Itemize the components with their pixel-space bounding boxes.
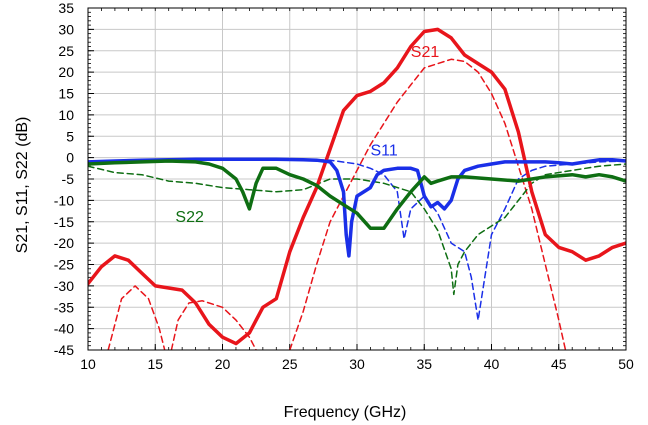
- y-tick-labels: 35 30 25 20 15 10 5 0 -5 -10 -15 -20 -25 -30 -35 -40 -45: [54, 0, 74, 358]
- x-tick-label: 10: [80, 356, 96, 372]
- plot-area: [88, 27, 626, 350]
- y-tick-label: 35: [58, 0, 74, 16]
- y-tick-label: -25: [54, 257, 74, 273]
- y-tick-label: -15: [54, 214, 74, 230]
- y-tick-label: 0: [66, 150, 74, 166]
- y-tick-label: 30: [58, 21, 74, 37]
- series-line-s21-dashed: [170, 300, 257, 350]
- x-tick-label: 40: [484, 356, 500, 372]
- series-label-s11: S11: [370, 142, 397, 159]
- series-label-s21: S21: [411, 44, 440, 61]
- x-tick-label: 35: [416, 356, 432, 372]
- series-line-s22-dashed: [88, 163, 626, 296]
- y-axis-label: S21, S11, S22 (dB): [14, 117, 31, 254]
- series-line-s21-dashed: [107, 285, 166, 350]
- y-tick-label: 15: [58, 86, 74, 102]
- x-tick-label: 20: [215, 356, 231, 372]
- plot-frame: [87, 7, 627, 351]
- y-tick-label: 10: [58, 107, 74, 123]
- series-line-s21: [88, 27, 626, 346]
- series-line-s22: [88, 159, 626, 230]
- x-tick-label: 50: [618, 356, 634, 372]
- y-tick-label: 25: [58, 43, 74, 59]
- y-tick-label: -45: [54, 342, 74, 358]
- y-tick-label: 20: [58, 64, 74, 80]
- series-labels: S21 S11 S22: [175, 44, 439, 226]
- y-tick-label: -5: [62, 171, 75, 187]
- y-tick-label: 5: [66, 128, 74, 144]
- x-tick-label: 25: [282, 356, 298, 372]
- x-tick-label: 15: [147, 356, 163, 372]
- y-tick-label: -20: [54, 235, 74, 251]
- series-label-s22: S22: [175, 209, 204, 226]
- series-line-s11: [88, 157, 626, 258]
- y-tick-label: -30: [54, 278, 74, 294]
- y-tick-label: -40: [54, 321, 74, 337]
- x-axis-label: Frequency (GHz): [284, 404, 407, 421]
- x-tick-label: 45: [551, 356, 567, 372]
- y-tick-label: -35: [54, 299, 74, 315]
- y-tick-label: -10: [54, 192, 74, 208]
- series-line-s21-dashed: [289, 58, 567, 350]
- x-tick-labels: 10 15 20 25 30 35 40 45 50: [80, 356, 634, 372]
- x-tick-label: 30: [349, 356, 365, 372]
